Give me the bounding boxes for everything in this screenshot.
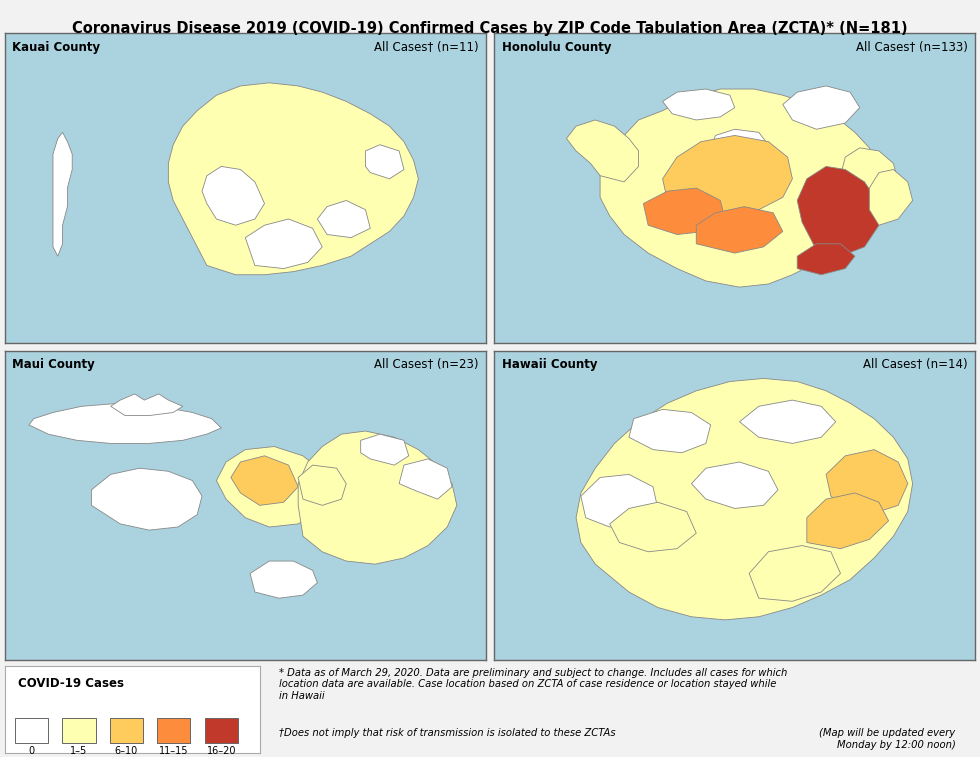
- Polygon shape: [318, 201, 370, 238]
- Polygon shape: [581, 475, 658, 527]
- Polygon shape: [600, 89, 884, 287]
- Text: Hawaii County: Hawaii County: [502, 358, 597, 372]
- Polygon shape: [399, 459, 452, 499]
- Polygon shape: [643, 188, 725, 235]
- Text: 6–10: 6–10: [115, 746, 138, 756]
- Polygon shape: [202, 167, 265, 226]
- Text: All Cases† (n=14): All Cases† (n=14): [863, 358, 968, 372]
- Polygon shape: [692, 462, 778, 509]
- Polygon shape: [629, 410, 710, 453]
- Polygon shape: [53, 132, 73, 256]
- Text: 1–5: 1–5: [71, 746, 87, 756]
- Polygon shape: [696, 207, 783, 253]
- Polygon shape: [250, 561, 318, 598]
- Polygon shape: [217, 447, 327, 527]
- Polygon shape: [298, 465, 346, 506]
- Text: All Cases† (n=133): All Cases† (n=133): [856, 41, 968, 54]
- Polygon shape: [869, 170, 912, 226]
- Polygon shape: [797, 167, 879, 256]
- Polygon shape: [783, 86, 859, 129]
- Text: (Map will be updated every
Monday by 12:00 noon): (Map will be updated every Monday by 12:…: [819, 728, 956, 750]
- Polygon shape: [740, 400, 836, 444]
- FancyBboxPatch shape: [63, 718, 96, 743]
- Text: * Data as of March 29, 2020. Data are preliminary and subject to change. Include: * Data as of March 29, 2020. Data are pr…: [279, 668, 788, 701]
- Polygon shape: [298, 431, 457, 564]
- Text: Coronavirus Disease 2019 (COVID-19) Confirmed Cases by ZIP Code Tabulation Area : Coronavirus Disease 2019 (COVID-19) Conf…: [73, 21, 907, 36]
- Polygon shape: [807, 493, 889, 549]
- Text: Maui County: Maui County: [12, 358, 95, 372]
- Polygon shape: [841, 148, 899, 210]
- FancyBboxPatch shape: [205, 718, 238, 743]
- Polygon shape: [662, 136, 793, 216]
- Text: 0: 0: [28, 746, 34, 756]
- Text: Kauai County: Kauai County: [12, 41, 100, 54]
- Polygon shape: [361, 435, 409, 465]
- Text: COVID-19 Cases: COVID-19 Cases: [18, 677, 123, 690]
- Polygon shape: [231, 456, 298, 506]
- FancyBboxPatch shape: [157, 718, 190, 743]
- Text: All Cases† (n=11): All Cases† (n=11): [373, 41, 478, 54]
- Polygon shape: [245, 219, 322, 269]
- FancyBboxPatch shape: [110, 718, 143, 743]
- Polygon shape: [566, 120, 639, 182]
- Polygon shape: [169, 83, 418, 275]
- Polygon shape: [366, 145, 404, 179]
- Text: Honolulu County: Honolulu County: [502, 41, 612, 54]
- Text: 16–20: 16–20: [207, 746, 236, 756]
- Polygon shape: [797, 244, 855, 275]
- Polygon shape: [710, 129, 768, 160]
- Polygon shape: [576, 378, 912, 620]
- Text: †Does not imply that risk of transmission is isolated to these ZCTAs: †Does not imply that risk of transmissio…: [279, 728, 615, 738]
- Polygon shape: [749, 546, 841, 601]
- Polygon shape: [111, 394, 183, 416]
- Polygon shape: [662, 89, 735, 120]
- Polygon shape: [91, 468, 202, 530]
- Polygon shape: [610, 502, 696, 552]
- Polygon shape: [29, 403, 221, 444]
- FancyBboxPatch shape: [15, 718, 48, 743]
- Text: All Cases† (n=23): All Cases† (n=23): [374, 358, 478, 372]
- Polygon shape: [826, 450, 907, 515]
- Text: 11–15: 11–15: [159, 746, 188, 756]
